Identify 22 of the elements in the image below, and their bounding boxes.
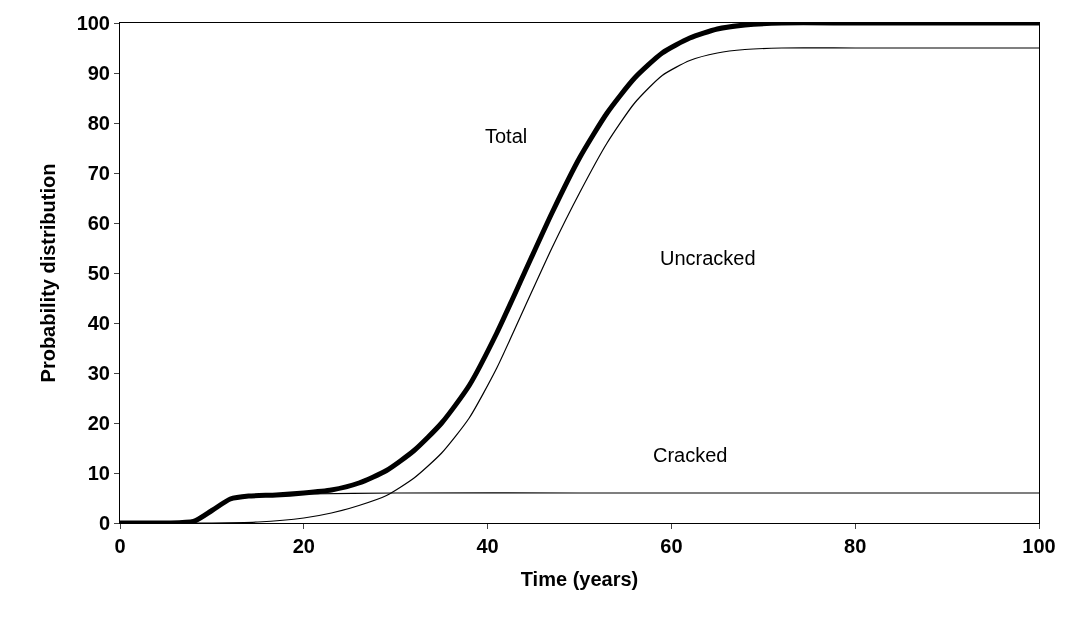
annotation: Total	[485, 125, 528, 147]
y-tick-label: 0	[98, 512, 110, 534]
x-tick-label: 0	[114, 535, 126, 557]
annotation: Cracked	[653, 444, 728, 466]
y-tick-label: 60	[87, 212, 110, 234]
annotation: Uncracked	[660, 247, 756, 269]
y-tick-label: 30	[87, 362, 110, 384]
y-tick-label: 90	[87, 62, 110, 84]
y-tick-label: 50	[87, 262, 110, 284]
y-tick-label: 40	[87, 312, 110, 334]
x-tick-label: 20	[292, 535, 315, 557]
y-tick-label: 100	[76, 12, 110, 34]
x-tick-label: 60	[660, 535, 683, 557]
y-tick-label: 10	[87, 462, 110, 484]
y-tick-label: 70	[87, 162, 110, 184]
x-tick-label: 80	[844, 535, 867, 557]
x-axis-title: Time (years)	[520, 567, 639, 590]
y-axis-title: Probability distribution	[37, 163, 60, 383]
y-tick-label: 20	[87, 412, 110, 434]
x-tick-label: 100	[1022, 535, 1056, 557]
x-tick-label: 40	[476, 535, 499, 557]
y-tick-label: 80	[87, 112, 110, 134]
